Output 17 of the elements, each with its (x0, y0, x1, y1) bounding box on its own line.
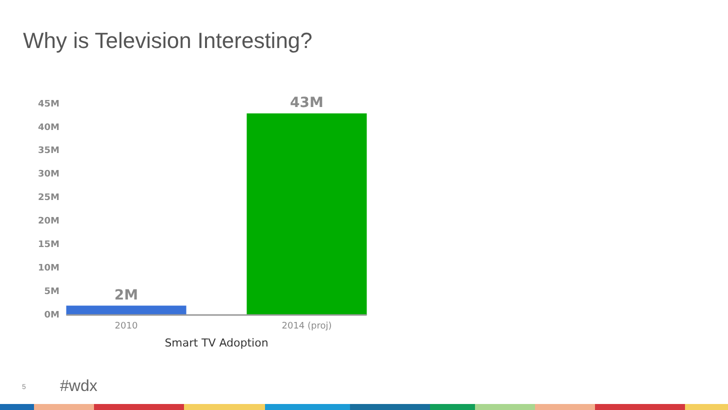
chart-title: Why is Television Interesting? (23, 28, 312, 54)
y-tick-label: 0M (44, 310, 60, 320)
data-label: 43M (290, 95, 324, 112)
y-tick-label: 20M (38, 216, 60, 227)
y-tick-label: 30M (38, 170, 60, 180)
x-axis-title: Smart TV Adoption (164, 336, 268, 350)
y-tick-label: 25M (38, 193, 60, 204)
y-tick-label: 15M (38, 240, 60, 250)
x-tick-label: 2014 (proj) (282, 322, 332, 332)
y-tick-label: 35M (38, 146, 60, 156)
text: #wdx (60, 377, 98, 397)
data-label: 2M (114, 287, 138, 304)
y-tick-label: 10M (38, 263, 60, 274)
y-tick-label: 40M (38, 122, 60, 133)
y-tick-label: 45M (38, 99, 60, 110)
y-tick-label: 5M (44, 286, 60, 297)
x-tick-label: 2010 (114, 322, 138, 332)
